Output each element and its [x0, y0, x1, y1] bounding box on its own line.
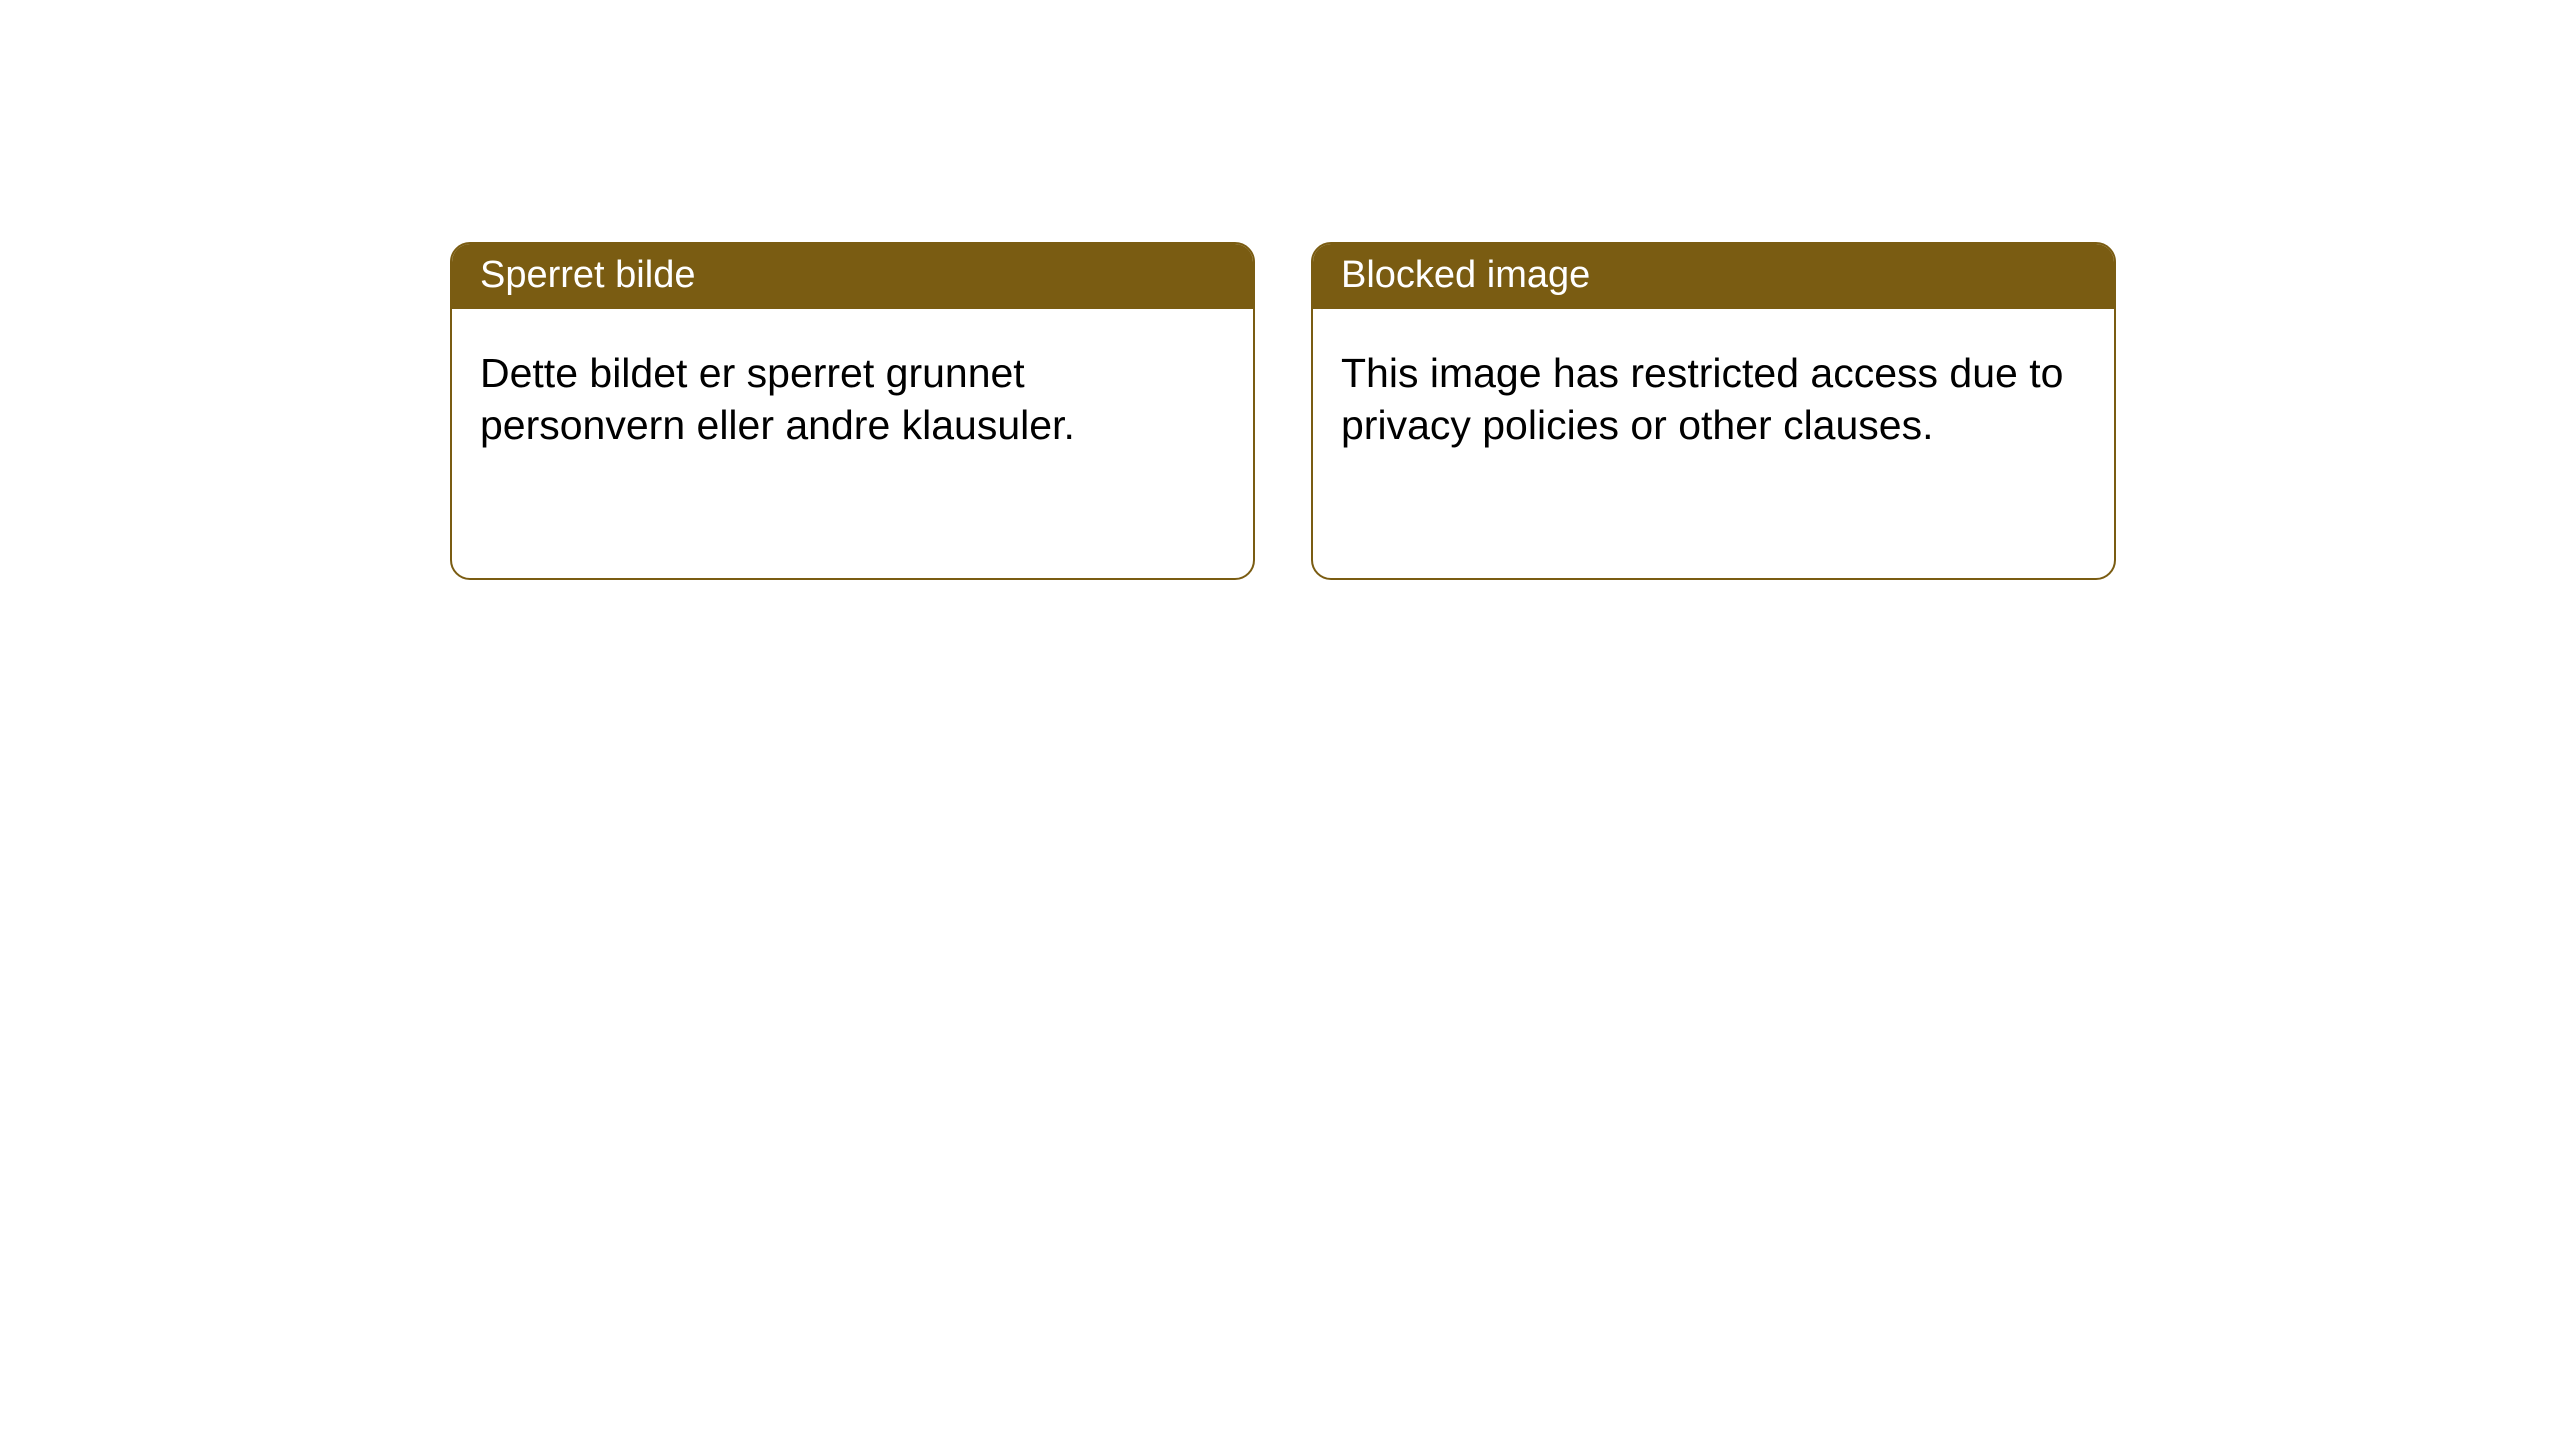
notice-card-english: Blocked image This image has restricted …	[1311, 242, 2116, 580]
notice-header: Blocked image	[1313, 244, 2114, 309]
notice-card-norwegian: Sperret bilde Dette bildet er sperret gr…	[450, 242, 1255, 580]
notice-body: Dette bildet er sperret grunnet personve…	[452, 309, 1253, 490]
notice-container: Sperret bilde Dette bildet er sperret gr…	[0, 0, 2560, 580]
notice-body: This image has restricted access due to …	[1313, 309, 2114, 490]
notice-header: Sperret bilde	[452, 244, 1253, 309]
